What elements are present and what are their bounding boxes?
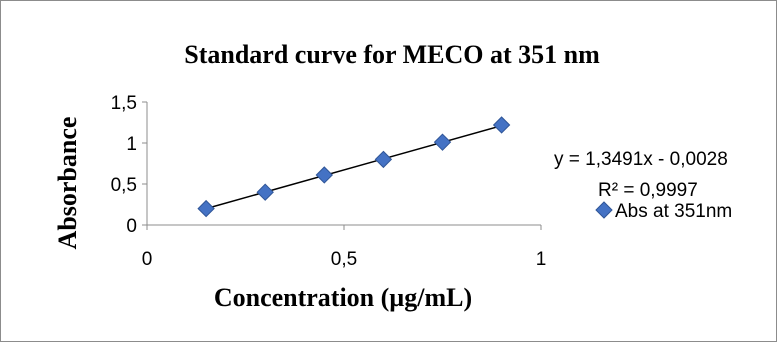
y-tick-label: 1 bbox=[126, 134, 137, 155]
trendline bbox=[205, 124, 502, 210]
data-point bbox=[256, 183, 274, 201]
data-point bbox=[197, 199, 215, 218]
y-tick-label: 0 bbox=[126, 216, 137, 237]
data-point bbox=[492, 116, 511, 134]
data-point bbox=[374, 150, 393, 169]
data-point bbox=[433, 133, 452, 151]
x-tick-label: 1 bbox=[536, 249, 547, 270]
r-squared-label: R² = 0,9997 bbox=[598, 180, 698, 201]
legend: Abs at 351nm bbox=[595, 201, 732, 222]
data-point bbox=[315, 166, 334, 184]
plot-area: 0 0,5 1 1,5 0 0,5 1 bbox=[111, 93, 547, 270]
trendline-equation: y = 1,3491x - 0,0028 bbox=[554, 149, 728, 170]
y-axis-title: Absorbance bbox=[53, 117, 82, 250]
legend-label: Abs at 351nm bbox=[615, 201, 732, 222]
x-axis-title: Concentration (µg/mL) bbox=[214, 283, 472, 312]
x-tick-label: 0 bbox=[142, 249, 153, 270]
x-tick-label: 0,5 bbox=[331, 249, 357, 270]
y-tick-label: 0,5 bbox=[111, 175, 137, 196]
legend-marker bbox=[595, 201, 613, 219]
chart-title: Standard curve for MECO at 351 nm bbox=[184, 40, 600, 69]
y-tick-label: 1,5 bbox=[111, 93, 137, 114]
